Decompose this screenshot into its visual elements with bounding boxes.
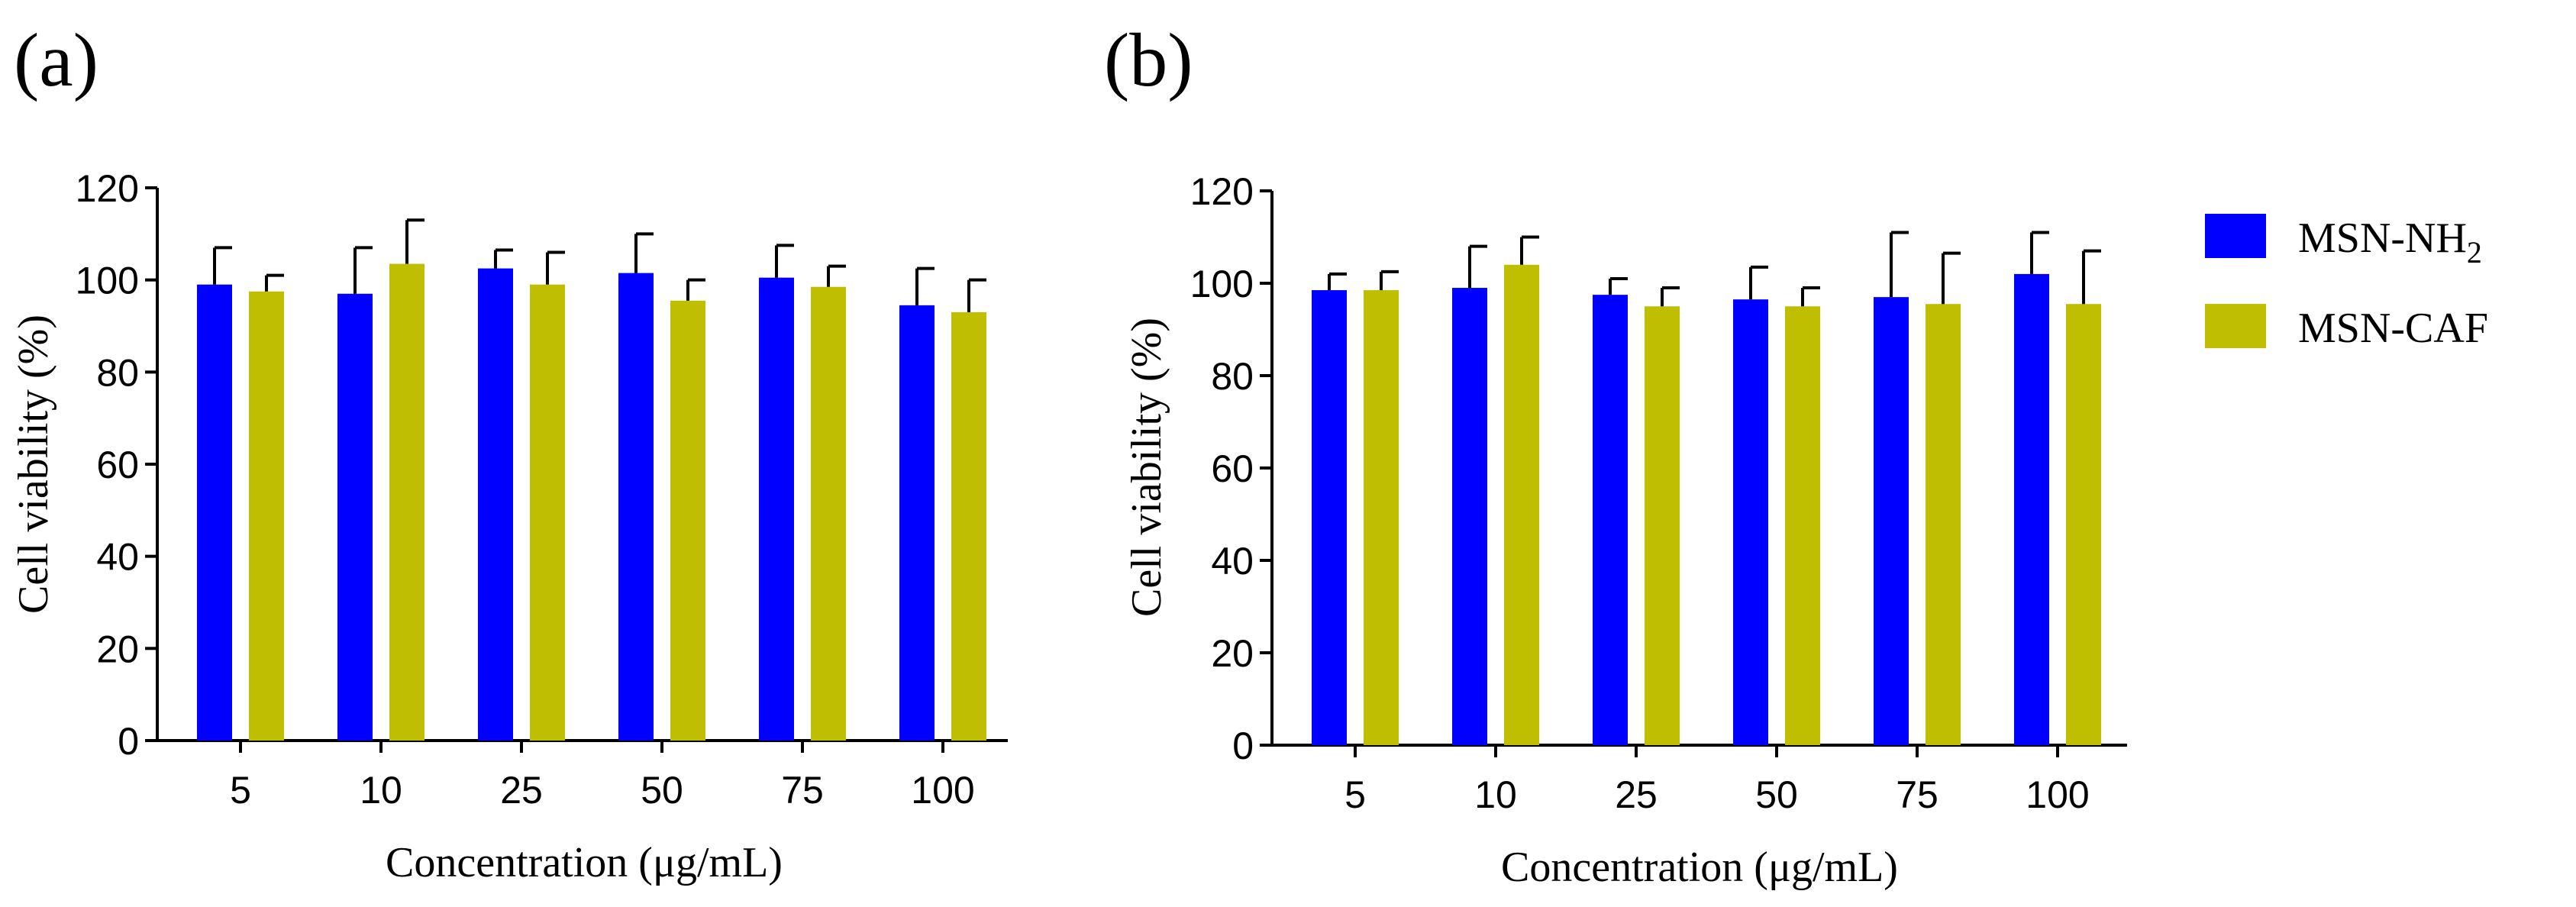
legend-label-msn-nh2: MSN-NH2	[2298, 215, 2482, 270]
x-tick-label: 25	[1615, 773, 1658, 816]
chart-b-bars	[1312, 231, 2101, 746]
bar-msn-nh2-25	[1593, 295, 1628, 745]
bar-msn-nh2-50	[618, 273, 654, 741]
bar-msn-caf-5	[249, 291, 284, 741]
y-tick-label: 40	[96, 536, 139, 579]
y-tick-label: 120	[76, 167, 139, 210]
bar-msn-caf-25	[1645, 306, 1680, 745]
x-tick-label: 25	[500, 769, 543, 812]
x-tick-label: 5	[1344, 773, 1366, 816]
panel-label-a: (a)	[14, 18, 98, 102]
chart-a-x-axis-title: Concentration (μg/mL)	[386, 839, 783, 886]
bar-msn-caf-10	[1504, 264, 1539, 745]
chart-a-axes	[156, 188, 1008, 742]
legend-swatch-msn-nh2	[2205, 214, 2266, 258]
chart-a-bars	[197, 218, 986, 741]
x-tick-label: 75	[781, 769, 824, 812]
legend: MSN-NH2 MSN-CAF	[2205, 214, 2488, 352]
bar-msn-caf-50	[670, 300, 705, 741]
legend-label-msn-caf: MSN-CAF	[2298, 305, 2488, 352]
bar-msn-nh2-75	[1874, 297, 1909, 745]
chart-a-y-axis-title: Cell viability (%)	[10, 315, 57, 614]
bar-msn-nh2-5	[1312, 290, 1347, 745]
bar-msn-caf-75	[1926, 304, 1961, 746]
bar-msn-nh2-5	[197, 284, 232, 741]
legend-swatch-msn-caf	[2205, 304, 2266, 348]
y-tick-label: 20	[1211, 632, 1254, 675]
bar-msn-nh2-10	[1452, 288, 1487, 745]
y-tick-label: 20	[96, 628, 139, 670]
bar-msn-nh2-25	[478, 268, 513, 741]
bar-msn-caf-5	[1364, 290, 1399, 745]
chart-a: 0 20 40 60 80 100 120 5 10 25 50 75 100 Concentrati…	[10, 167, 1008, 886]
chart-b-y-ticks: 0 20 40 60 80 100 120	[1190, 170, 1272, 767]
bar-msn-caf-75	[811, 286, 846, 741]
bar-msn-caf-50	[1785, 306, 1820, 745]
x-tick-label: 50	[641, 769, 683, 812]
y-tick-label: 100	[1190, 263, 1254, 305]
chart-b-x-ticks: 5 10 25 50 75 100	[1344, 745, 2090, 816]
y-tick-label: 60	[1211, 447, 1254, 490]
chart-b: 0 20 40 60 80 100 120 5 10 25 50 75 100 Concentrati…	[1123, 170, 2127, 891]
bar-msn-caf-25	[530, 284, 565, 741]
bar-msn-nh2-10	[337, 293, 373, 741]
bar-msn-nh2-100	[899, 305, 935, 741]
x-tick-label: 10	[1474, 773, 1517, 816]
panel-label-b: (b)	[1104, 18, 1193, 102]
chart-b-x-axis-title: Concentration (μg/mL)	[1501, 844, 1898, 891]
x-tick-label: 10	[360, 769, 402, 812]
y-tick-label: 40	[1211, 540, 1254, 583]
x-tick-label: 75	[1896, 773, 1938, 816]
y-tick-label: 60	[96, 444, 139, 486]
bar-msn-nh2-50	[1733, 299, 1768, 745]
bar-msn-caf-100	[2066, 304, 2101, 746]
bar-msn-nh2-75	[759, 277, 794, 741]
chart-a-x-ticks: 5 10 25 50 75 100	[230, 741, 975, 812]
y-tick-label: 80	[1211, 355, 1254, 398]
y-tick-label: 100	[76, 260, 139, 302]
x-tick-label: 100	[911, 769, 974, 812]
bar-msn-caf-100	[951, 311, 986, 741]
bar-msn-caf-10	[389, 263, 424, 741]
y-tick-label: 80	[96, 351, 139, 394]
x-tick-label: 100	[2026, 773, 2089, 816]
chart-b-y-axis-title: Cell viability (%)	[1123, 318, 1170, 617]
y-tick-label: 0	[1232, 725, 1254, 767]
y-tick-label: 0	[118, 720, 139, 763]
x-tick-label: 50	[1755, 773, 1798, 816]
chart-a-y-ticks: 0 20 40 60 80 100 120	[76, 167, 157, 763]
x-tick-label: 5	[230, 769, 251, 812]
chart-b-axes	[1270, 191, 2127, 747]
bar-msn-nh2-100	[2014, 273, 2049, 745]
y-tick-label: 120	[1190, 170, 1254, 213]
